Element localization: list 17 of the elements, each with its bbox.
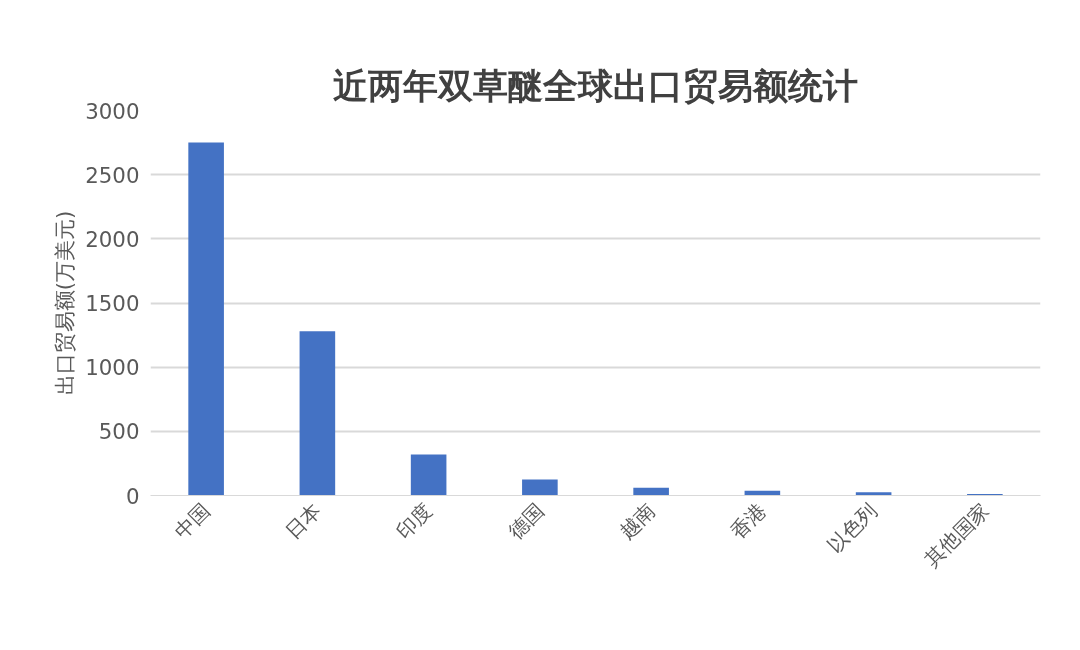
x-tick-label: 日本 (280, 498, 326, 544)
y-tick-label: 500 (98, 419, 140, 445)
y-tick-label: 1500 (85, 291, 140, 316)
x-tick-label: 其他国家 (919, 498, 994, 572)
x-tick-label: 香港 (725, 498, 771, 544)
y-axis-title: 出口贸易额(万美元) (52, 210, 78, 396)
chart-title: 近两年双草醚全球出口贸易额统计 (333, 65, 858, 106)
y-tick-label: 3000 (85, 98, 140, 124)
y-tick-label: 2500 (85, 162, 140, 188)
x-tick-label: 中国 (169, 498, 215, 544)
y-tick-label: 2000 (85, 226, 140, 252)
x-tick-label: 以色列 (822, 498, 883, 558)
x-tick-label: 德国 (503, 498, 549, 544)
x-tick-label: 印度 (391, 498, 438, 544)
y-tick-label: 0 (125, 483, 140, 509)
x-tick-label: 越南 (614, 498, 660, 544)
y-tick-label: 1000 (85, 355, 140, 381)
